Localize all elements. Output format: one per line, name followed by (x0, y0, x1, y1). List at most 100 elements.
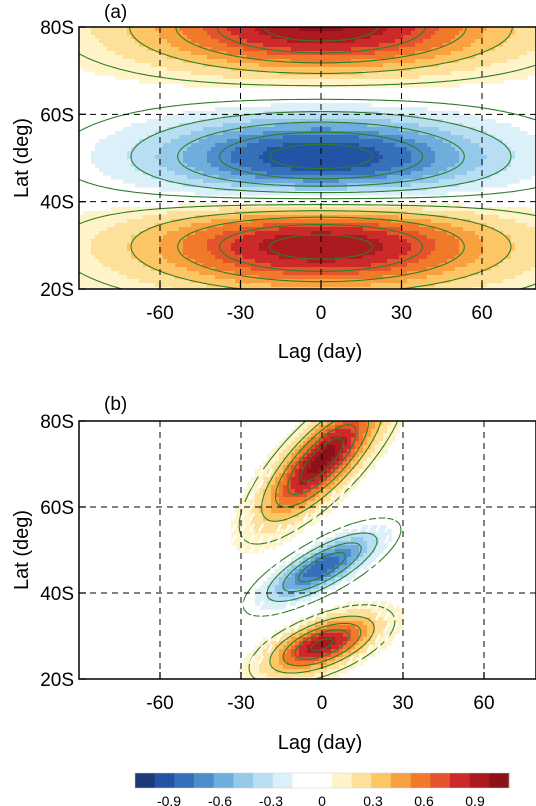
heatmap-cell (435, 175, 440, 180)
heatmap-cell (91, 239, 96, 244)
heatmap-cell (383, 167, 388, 172)
heatmap-cell (203, 219, 208, 224)
heatmap-cell (395, 239, 400, 244)
heatmap-cell (323, 55, 328, 60)
heatmap-cell (203, 287, 208, 289)
heatmap-cell (163, 211, 168, 216)
heatmap-cell (99, 143, 104, 148)
heatmap-cell (131, 255, 136, 260)
heatmap-cell (391, 131, 396, 136)
heatmap-cell (427, 51, 432, 56)
heatmap-cell (183, 251, 188, 256)
heatmap-cell (427, 235, 432, 240)
heatmap-cell (343, 123, 348, 128)
heatmap-cell (87, 259, 92, 264)
heatmap-cell (423, 271, 428, 276)
heatmap-cell (303, 115, 308, 120)
heatmap-cell (295, 207, 300, 212)
heatmap-cell (299, 59, 304, 64)
heatmap-cell (327, 223, 332, 228)
heatmap-cell (135, 59, 140, 64)
heatmap-cell (99, 223, 104, 228)
heatmap-cell (239, 51, 244, 56)
heatmap-cell (179, 43, 184, 48)
heatmap-cell (243, 267, 248, 272)
heatmap-cell (175, 75, 180, 80)
heatmap-cell (315, 187, 320, 192)
heatmap-cell (299, 255, 304, 260)
heatmap-cell (315, 127, 320, 132)
heatmap-cell (411, 263, 416, 268)
heatmap-cell (311, 163, 316, 168)
heatmap-cell (407, 171, 412, 176)
heatmap-cell (323, 27, 328, 32)
heatmap-cell (351, 251, 356, 256)
heatmap-cell (211, 59, 216, 64)
heatmap-cell (131, 227, 136, 232)
heatmap-cell (239, 123, 244, 128)
heatmap-cell (131, 127, 136, 132)
heatmap-cell (423, 263, 428, 268)
heatmap-cell (251, 191, 256, 196)
heatmap-cell (391, 287, 396, 289)
heatmap-cell (291, 55, 296, 60)
heatmap-cell (235, 143, 240, 148)
heatmap-cell (415, 163, 420, 168)
heatmap-cell (383, 271, 388, 276)
heatmap-cell (191, 171, 196, 176)
heatmap-cell (83, 227, 88, 232)
heatmap-cell (371, 31, 376, 36)
heatmap-cell (367, 47, 372, 52)
heatmap-cell (171, 35, 176, 40)
heatmap-cell (223, 263, 228, 268)
heatmap-cell (435, 55, 440, 60)
heatmap-cell (163, 151, 168, 156)
heatmap-cell (411, 79, 416, 84)
heatmap-cell (343, 247, 348, 252)
heatmap-cell (263, 255, 268, 260)
heatmap-cell (95, 31, 100, 36)
heatmap-cell (271, 235, 276, 240)
heatmap-cell (247, 255, 252, 260)
heatmap-cell (295, 287, 300, 289)
heatmap-cell (223, 71, 228, 76)
heatmap-cell (159, 243, 164, 248)
heatmap-cell (391, 151, 396, 156)
heatmap-cell (143, 147, 148, 152)
heatmap-cell (371, 227, 376, 232)
heatmap-cell (91, 159, 96, 164)
heatmap-cell (299, 31, 304, 36)
heatmap-cell (379, 279, 384, 284)
heatmap-cell (163, 175, 168, 180)
heatmap-cell (419, 115, 424, 120)
heatmap-cell (103, 279, 108, 284)
heatmap-cell (275, 103, 280, 108)
heatmap-cell (127, 179, 132, 184)
heatmap-cell (207, 31, 212, 36)
heatmap-cell (171, 123, 176, 128)
heatmap-cell (343, 251, 348, 256)
heatmap-cell (351, 231, 356, 236)
heatmap-cell (119, 255, 124, 260)
heatmap-cell (351, 255, 356, 260)
heatmap-cell (171, 179, 176, 184)
heatmap-cell (343, 155, 348, 160)
heatmap-cell (375, 255, 380, 260)
heatmap-cell (315, 219, 320, 224)
heatmap-cell (143, 231, 148, 236)
heatmap-cell (147, 239, 152, 244)
heatmap-cell (427, 39, 432, 44)
heatmap-cell (435, 239, 440, 244)
heatmap-cell (203, 243, 208, 248)
heatmap-cell (363, 71, 368, 76)
heatmap-cell (423, 251, 428, 256)
heatmap-cell (183, 35, 188, 40)
heatmap-cell (127, 159, 132, 164)
heatmap-cell (231, 139, 236, 144)
heatmap-cell (307, 171, 312, 176)
heatmap-cell (251, 79, 256, 84)
heatmap-cell (91, 63, 96, 68)
heatmap-cell (135, 275, 140, 280)
heatmap-cell (207, 187, 212, 192)
heatmap-cell (295, 75, 300, 80)
